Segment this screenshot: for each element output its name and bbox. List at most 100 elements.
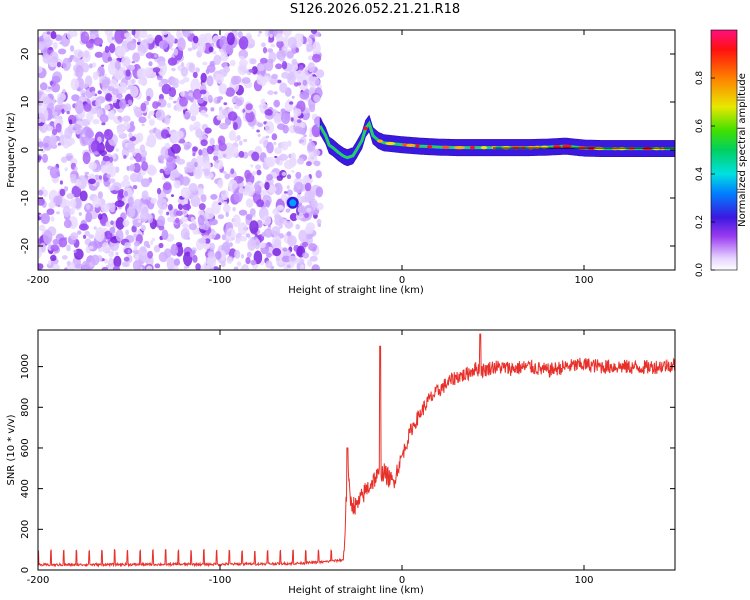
noise-blob (135, 152, 142, 163)
noise-blob (227, 231, 232, 237)
noise-blob (115, 217, 125, 230)
noise-blob (56, 61, 62, 68)
noise-blob (308, 76, 316, 82)
snr-x-label: Height of straight line (km) (288, 585, 424, 596)
noise-blob (260, 42, 266, 47)
noise-blob (182, 210, 188, 214)
noise-blob (109, 156, 114, 163)
noise-blob (196, 39, 206, 54)
noise-blob (112, 153, 116, 160)
noise-blob (126, 206, 136, 218)
noise-blob (258, 30, 262, 34)
noise-blob (290, 63, 299, 71)
noise-blob (243, 138, 248, 143)
colorbar-tick-label: 0.6 (695, 119, 705, 134)
noise-blob (48, 201, 56, 209)
noise-blob (294, 181, 304, 194)
noise-blob (131, 30, 136, 36)
noise-blob (84, 171, 90, 176)
snr-background (38, 330, 675, 570)
noise-blob (295, 47, 300, 53)
noise-blob (218, 202, 222, 206)
noise-blob (114, 60, 121, 70)
noise-blob (254, 233, 258, 236)
noise-blob (230, 75, 239, 85)
noise-blob (253, 250, 263, 265)
noise-blob (273, 91, 278, 95)
noise-blob (256, 129, 260, 133)
noise-blob (257, 180, 261, 184)
noise-blob (273, 99, 281, 108)
noise-blob (101, 242, 110, 253)
noise-blob (200, 139, 208, 147)
noise-blob (238, 36, 249, 50)
noise-blob (282, 36, 290, 42)
noise-blob (146, 135, 157, 148)
noise-blob (41, 186, 45, 192)
noise-blob (88, 234, 95, 239)
noise-blob (134, 199, 142, 205)
noise-blob (223, 66, 230, 73)
noise-blob (257, 64, 265, 72)
noise-blob (103, 129, 114, 140)
noise-blob (190, 78, 201, 93)
noise-blob (226, 32, 235, 46)
noise-blob (279, 56, 285, 62)
noise-blob (181, 176, 190, 187)
noise-blob (198, 203, 206, 211)
noise-blob (97, 90, 102, 95)
noise-blob (125, 229, 129, 236)
noise-blob (180, 62, 185, 67)
noise-blob (180, 66, 189, 77)
noise-blob (287, 36, 297, 49)
noise-blob (202, 224, 209, 231)
noise-blob (188, 223, 197, 231)
x-tick-label: -100 (209, 575, 232, 586)
noise-blob (88, 63, 93, 69)
noise-blob (133, 233, 138, 238)
noise-blob (139, 39, 149, 54)
noise-blob (57, 96, 64, 105)
noise-blob (157, 197, 167, 209)
ridge-hot-spot (660, 147, 665, 151)
noise-blob (215, 73, 224, 85)
noise-blob (93, 37, 103, 46)
x-tick-label: 100 (574, 575, 593, 586)
ridge-hot-spot (533, 145, 541, 149)
noise-blob (156, 75, 163, 81)
noise-blob (67, 137, 76, 145)
noise-blob (251, 151, 260, 162)
noise-blob (275, 157, 281, 165)
noise-blob (47, 260, 52, 266)
noise-blob (239, 140, 243, 146)
noise-blob (311, 200, 318, 208)
noise-blob (309, 133, 313, 138)
noise-blob (173, 100, 177, 104)
noise-blob (185, 165, 195, 173)
noise-blob (300, 122, 306, 129)
noise-blob (259, 57, 268, 64)
noise-blob (62, 205, 71, 218)
noise-blob (257, 122, 263, 128)
noise-blob (145, 52, 154, 59)
noise-blob (66, 260, 71, 266)
noise-blob (219, 122, 229, 130)
noise-blob (177, 37, 186, 51)
noise-blob (46, 31, 51, 35)
noise-blob (273, 141, 277, 145)
noise-blob (238, 150, 245, 158)
noise-blob (266, 252, 272, 258)
noise-blob (50, 254, 57, 262)
noise-blob (94, 51, 104, 58)
noise-blob (250, 259, 257, 266)
y-tick-label: 800 (20, 398, 31, 417)
noise-blob (52, 111, 58, 116)
y-tick-label: 400 (20, 479, 31, 498)
noise-blob (189, 63, 194, 70)
noise-blob (51, 75, 61, 84)
noise-blob (279, 82, 288, 94)
noise-blob (71, 30, 78, 38)
noise-blob (173, 265, 179, 270)
noise-blob (266, 141, 274, 154)
noise-blob (311, 124, 321, 138)
